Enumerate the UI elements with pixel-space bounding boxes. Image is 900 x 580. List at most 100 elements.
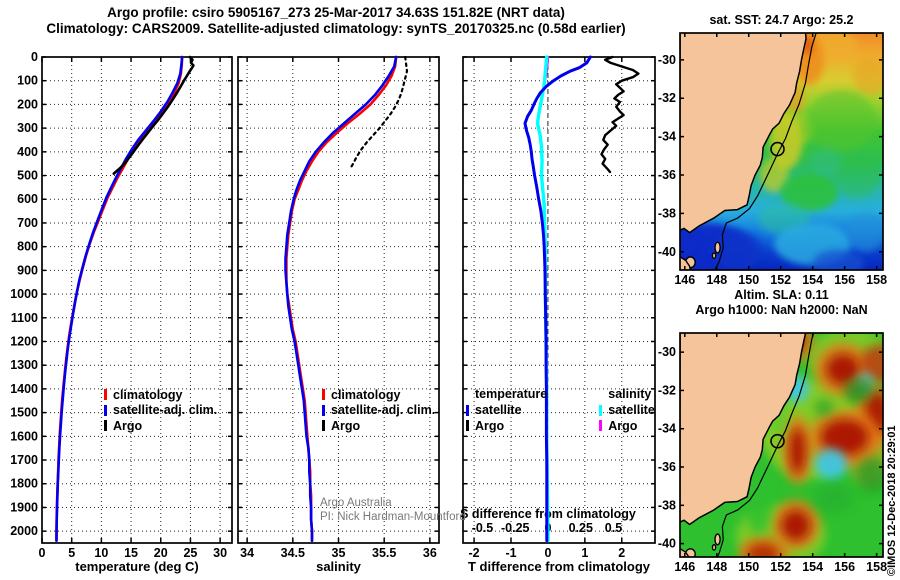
svg-text:0.25: 0.25 [569,521,593,535]
legend-row: satellite [466,403,547,419]
legend-label: satellite [475,403,522,418]
svg-text:-36: -36 [658,460,676,474]
svg-text:0: 0 [31,50,38,64]
legend-label: Argo [113,418,143,433]
svg-text:30: 30 [213,546,227,560]
legend-label: Argo [608,418,638,433]
svg-text:700: 700 [17,216,38,230]
legend-row: Argo [466,418,547,434]
legend-difference-plot: temperature satellite Argo salinity sate… [466,387,655,434]
climatology-line-swatch [322,389,325,401]
svg-text:156: 156 [834,560,855,574]
svg-text:1300: 1300 [10,358,38,372]
svg-text:100: 100 [17,74,38,88]
s-argo-line-swatch [599,420,603,432]
svg-text:200: 200 [17,97,38,111]
argo-line-swatch [104,420,107,432]
svg-text:1200: 1200 [10,334,38,348]
svg-text:-2: -2 [469,546,480,560]
svg-text:1700: 1700 [10,453,38,467]
legend-temperature-plot: climatology satellite-adj. clim. Argo [104,387,217,434]
legend-row: Argo [104,418,217,434]
legend-label: Argo [331,418,361,433]
svg-text:400: 400 [17,145,38,159]
svg-text:-40: -40 [658,537,676,551]
svg-text:-40: -40 [658,245,676,259]
svg-text:150: 150 [738,273,759,287]
svg-text:146: 146 [674,560,695,574]
svg-text:1000: 1000 [10,287,38,301]
svg-text:1400: 1400 [10,382,38,396]
svg-text:-32: -32 [658,91,676,105]
svg-text:2: 2 [618,546,625,560]
svg-text:900: 900 [17,263,38,277]
svg-text:146: 146 [674,273,695,287]
svg-text:-30: -30 [658,53,676,67]
svg-text:20: 20 [154,546,168,560]
sst-map-title: sat. SST: 24.7 Argo: 25.2 [709,13,854,27]
svg-text:300: 300 [17,121,38,135]
svg-text:15: 15 [124,546,138,560]
figure-subtitle: Climatology: CARS2009. Satellite-adjuste… [46,21,626,36]
svg-text:1100: 1100 [11,311,38,325]
svg-text:158: 158 [866,560,887,574]
svg-text:156: 156 [834,273,855,287]
svg-text:1500: 1500 [10,406,38,420]
argo-line-swatch [322,420,325,432]
svg-text:148: 148 [706,273,727,287]
svg-text:-34: -34 [658,130,676,144]
legend-salinity-column: salinity satellite Argo [599,387,655,434]
legend-label: satellite-adj. clim. [331,403,436,418]
svg-text:1800: 1800 [10,477,38,491]
attribution-line1: Argo Australia [320,497,392,509]
t-argo-line-swatch [466,420,469,432]
svg-text:154: 154 [802,560,823,574]
climatology-line-swatch [104,389,107,401]
s-satellite-line-swatch [599,404,603,416]
svg-text:5: 5 [68,546,75,560]
svg-text:800: 800 [17,240,38,254]
legend-row: satellite [599,403,655,419]
legend-label: climatology [113,387,183,402]
legend-row: climatology [104,387,217,403]
svg-text:2000: 2000 [10,524,38,538]
attribution-line2: PI: Nick Hardman-Mountford [320,511,466,523]
legend-row: climatology [322,387,435,403]
satellite-clim-line-swatch [104,404,107,416]
svg-text:T difference from climatology: T difference from climatology [468,559,651,574]
legend-row: satellite-adj. clim. [104,403,217,419]
svg-text:-1: -1 [505,546,516,560]
figure-title: Argo profile: csiro 5905167_273 25-Mar-2… [107,5,565,20]
legend-label: satellite-adj. clim. [113,403,218,418]
copyright-watermark: ©IMOS 12-Dec-2018 20:29:01 [886,425,898,576]
svg-text:temperature (deg C): temperature (deg C) [75,559,199,574]
svg-text:-30: -30 [658,345,676,359]
svg-text:600: 600 [17,192,38,206]
svg-text:158: 158 [866,273,887,287]
svg-text:-0.25: -0.25 [501,521,530,535]
svg-text:-0.5: -0.5 [472,521,494,535]
svg-text:35: 35 [332,546,346,560]
legend-column-header: salinity [608,387,652,401]
legend-column-header: temperature [475,387,548,401]
svg-text:152: 152 [770,273,791,287]
svg-text:-36: -36 [658,168,676,182]
svg-text:0: 0 [39,546,46,560]
attribution: Argo Australia PI: Nick Hardman-Mountfor… [320,496,466,524]
svg-text:-38: -38 [658,206,676,220]
svg-text:1: 1 [581,546,588,560]
legend-label: climatology [331,387,401,402]
svg-text:salinity: salinity [316,559,362,574]
svg-text:25: 25 [183,546,197,560]
legend-salinity-plot: climatology satellite-adj. clim. Argo [322,387,435,434]
svg-text:154: 154 [802,273,823,287]
svg-text:-32: -32 [658,383,676,397]
legend-temperature-column: temperature satellite Argo [466,387,547,434]
svg-text:36: 36 [423,546,437,560]
legend-row: Argo [322,418,435,434]
svg-text:1900: 1900 [10,500,38,514]
t-satellite-line-swatch [466,404,469,416]
legend-row: Argo [599,418,655,434]
svg-text:1600: 1600 [10,429,38,443]
